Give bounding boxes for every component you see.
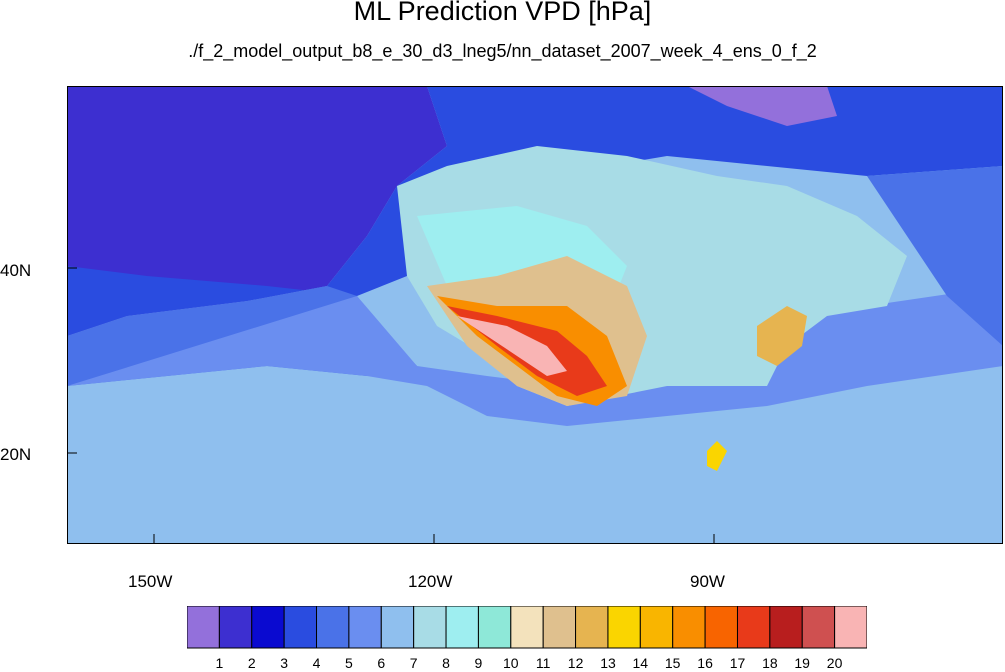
colorbar-label: 3 — [280, 655, 288, 671]
colorbar-swatch — [251, 606, 285, 649]
colorbar-swatch — [736, 606, 771, 649]
mexico-patch — [707, 441, 727, 471]
lat-label-40n: 40N — [0, 261, 32, 280]
colorbar-label: 1 — [215, 655, 224, 671]
map-title: ML Prediction VPD [hPa] — [353, 0, 652, 26]
map-subtitle: ./f_2_model_output_b8_e_30_d3_lneg5/nn_d… — [188, 41, 817, 61]
lon-label-150w: 150W — [128, 572, 173, 591]
colorbar-label: 10 — [503, 655, 519, 671]
colorbar-label: 18 — [762, 655, 778, 671]
lat-label-20n: 20N — [0, 445, 32, 464]
colorbar-label: 5 — [344, 655, 353, 671]
atlantic-band — [867, 166, 1003, 346]
colorbar-swatch — [769, 606, 803, 649]
colorbar-label: 12 — [567, 655, 584, 671]
colorbar-swatch — [218, 606, 253, 649]
colorbar-swatch — [187, 606, 220, 649]
colorbar-label: 9 — [474, 655, 483, 671]
colorbar-label: 19 — [794, 655, 810, 671]
colorbar-label: 16 — [697, 655, 713, 671]
north-pacific-band — [67, 86, 447, 336]
colorbar-swatch — [834, 606, 867, 649]
colorbar-swatch — [704, 606, 738, 649]
lon-label-120w: 120W — [408, 572, 453, 591]
colorbar-swatch — [510, 606, 544, 649]
colorbar-label: 14 — [632, 655, 649, 671]
map-frame — [67, 86, 1003, 544]
colorbar-label: 20 — [826, 655, 843, 671]
colorbar-swatch — [316, 606, 350, 649]
colorbar-swatch — [575, 606, 609, 649]
colorbar-swatch — [348, 606, 382, 649]
colorbar-swatch — [477, 606, 512, 649]
colorbar-swatch — [445, 606, 479, 649]
colorbar-swatch — [672, 606, 706, 649]
colorbar-swatch — [542, 606, 577, 649]
colorbar-swatch — [801, 606, 836, 649]
colorbar-label: 4 — [312, 655, 321, 671]
colorbar-swatch — [639, 606, 674, 649]
colorbar-label: 15 — [664, 655, 681, 671]
southwest-peak — [457, 316, 567, 376]
pacific-blue-band — [67, 86, 1003, 336]
colorbar-swatch — [607, 606, 641, 649]
vpd-map — [67, 86, 1003, 544]
colorbar-label: 8 — [442, 655, 450, 671]
subtropic-band — [67, 286, 1003, 426]
colorbar-swatch — [380, 606, 415, 649]
colorbar-label: 2 — [247, 655, 256, 671]
southeast-warm — [757, 306, 807, 366]
lon-label-90w: 90W — [690, 572, 725, 591]
colorbar-label: 6 — [377, 655, 386, 671]
colorbar-label: 17 — [729, 655, 746, 671]
map-ticks — [67, 267, 715, 544]
colorbar-label: 13 — [600, 655, 616, 671]
colorbar-swatch — [413, 606, 447, 649]
hudson-region — [687, 86, 837, 126]
colorbar — [187, 606, 867, 649]
colorbar-label: 7 — [409, 655, 418, 671]
colorbar-swatch — [283, 606, 318, 649]
colorbar-label: 11 — [535, 655, 551, 671]
